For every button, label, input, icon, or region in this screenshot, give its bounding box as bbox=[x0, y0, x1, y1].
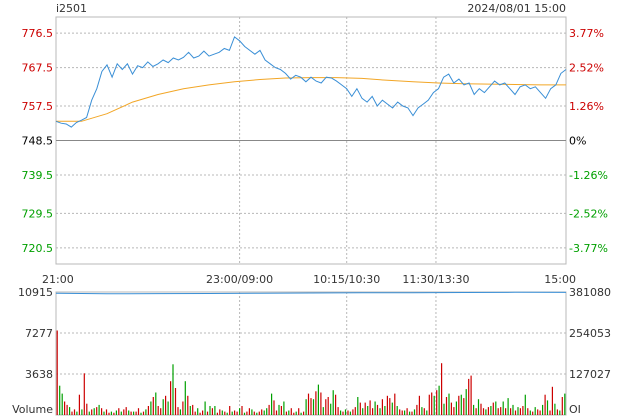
price-tick-label: 767.5 bbox=[22, 62, 54, 75]
time-tick-label: 23:00/09:00 bbox=[206, 273, 273, 286]
volume-panel bbox=[55, 291, 567, 416]
volume-tick-label: 10915 bbox=[18, 286, 53, 299]
price-grid bbox=[56, 17, 566, 264]
volume-grid bbox=[56, 292, 566, 415]
price-y-axis-right: 3.77% 2.52% 1.26% 0% -1.26% -2.52% -3.77% bbox=[569, 27, 608, 255]
time-tick-label: 15:00 bbox=[544, 273, 576, 286]
volume-tick-label: Volume bbox=[12, 403, 53, 416]
percent-tick-label: 3.77% bbox=[569, 27, 604, 40]
percent-tick-label: 1.26% bbox=[569, 100, 604, 113]
volume-bars bbox=[56, 330, 566, 415]
oi-tick-label: 127027 bbox=[569, 368, 611, 381]
price-tick-label: 776.5 bbox=[22, 27, 54, 40]
price-tick-label: 748.5 bbox=[22, 135, 54, 148]
price-line bbox=[55, 36, 567, 128]
volume-tick-label: 7277 bbox=[25, 327, 53, 340]
average-price-line bbox=[56, 77, 566, 122]
oi-tick-label: OI bbox=[569, 403, 581, 416]
price-tick-label: 739.5 bbox=[22, 169, 54, 182]
price-tick-label: 720.5 bbox=[22, 242, 54, 255]
symbol-label: i2501 bbox=[56, 2, 87, 15]
time-tick-label: 21:00 bbox=[42, 273, 74, 286]
oi-tick-label: 381080 bbox=[569, 286, 611, 299]
percent-tick-label: 2.52% bbox=[569, 62, 604, 75]
time-tick-label: 11:30/13:30 bbox=[402, 273, 469, 286]
oi-tick-label: 254053 bbox=[569, 327, 611, 340]
percent-tick-label: -3.77% bbox=[569, 242, 608, 255]
percent-tick-label: -1.26% bbox=[569, 169, 608, 182]
price-tick-label: 757.5 bbox=[22, 100, 54, 113]
open-interest-line bbox=[55, 291, 567, 295]
price-y-axis-left: 776.5 767.5 757.5 748.5 739.5 729.5 720.5 bbox=[22, 27, 54, 255]
percent-tick-label: 0% bbox=[569, 135, 586, 148]
time-axis: 21:00 23:00/09:00 10:15/10:30 11:30/13:30 15… bbox=[42, 273, 576, 286]
percent-tick-label: -2.52% bbox=[569, 207, 608, 220]
time-tick-label: 10:15/10:30 bbox=[313, 273, 380, 286]
volume-y-axis-left: 10915 7277 3638 Volume bbox=[12, 286, 53, 416]
volume-tick-label: 3638 bbox=[25, 368, 53, 381]
oi-y-axis-right: 381080 254053 127027 OI bbox=[569, 286, 611, 416]
price-tick-label: 729.5 bbox=[22, 207, 54, 220]
datetime-label: 2024/08/01 15:00 bbox=[467, 2, 566, 15]
